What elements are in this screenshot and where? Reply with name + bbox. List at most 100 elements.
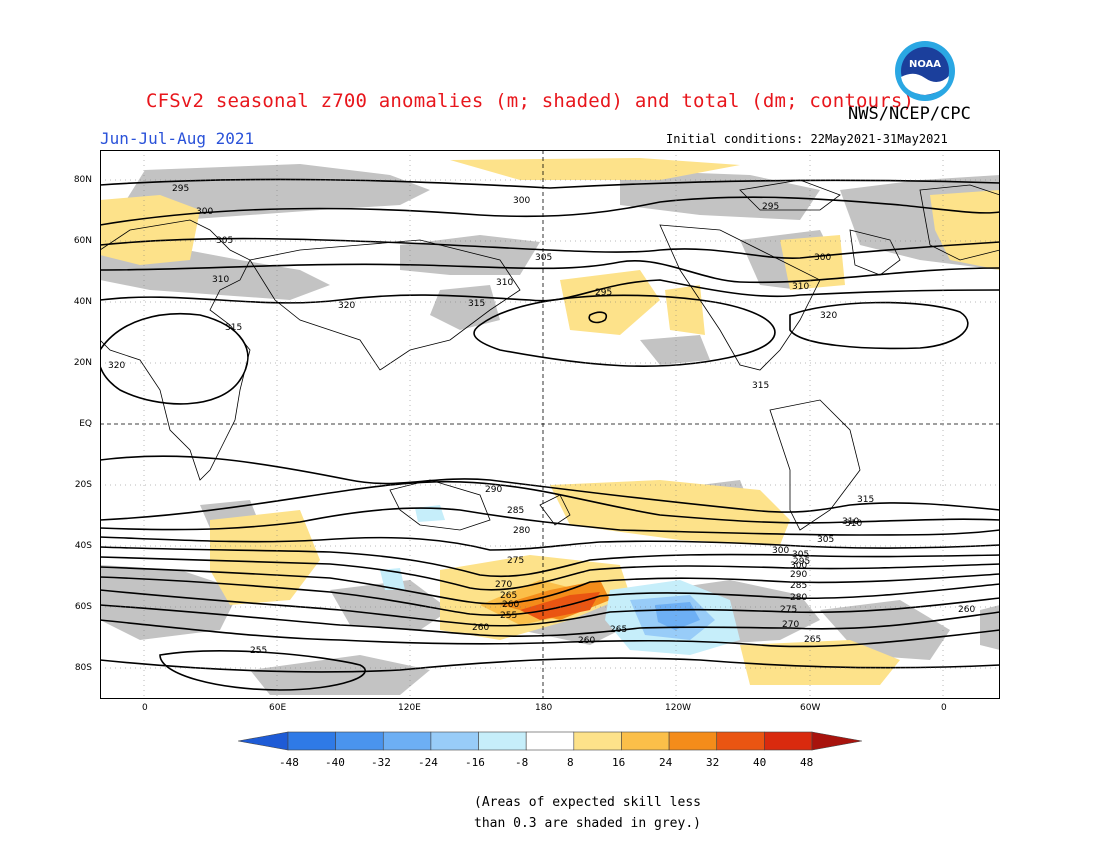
agency-label: NWS/NCEP/CPC [848,104,971,124]
contour-label: 310 [845,519,862,529]
contour-label: 305 [535,253,552,263]
contour-label: 295 [793,557,810,567]
contour-label: 315 [225,323,242,333]
contour-label: 300 [814,253,831,263]
lon-label: 120W [665,703,692,713]
lat-label: 20N [73,358,92,368]
contour-label: 280 [513,526,530,536]
contour-label: 285 [507,506,524,516]
contour-label: 295 [595,288,612,298]
colorbar-swatch [764,731,813,751]
lat-label: 80S [74,663,92,673]
lat-axis: 80N 60N 40N 20N EQ 20S 40S 60S 80S [66,150,98,699]
lat-label: 80N [73,175,92,185]
noaa-logo: NOAA [895,41,955,101]
colorbar-tick-label: 16 [612,756,626,769]
colorbar-swatch [287,731,336,751]
colorbar-tick-label: -16 [465,756,485,769]
lon-label: 0 [142,703,148,713]
logo-text: NOAA [909,59,941,70]
contour-label: 320 [820,311,837,321]
contour-label: 300 [772,546,789,556]
contour-label: 260 [502,600,519,610]
grid-lines [100,150,1000,699]
chart-title: CFSv2 seasonal z700 anomalies (m; shaded… [146,90,915,112]
season-label: Jun-Jul-Aug 2021 [100,129,255,148]
colorbar-swatch [573,731,622,751]
contour-label: 315 [468,299,485,309]
lon-label: 60W [800,703,821,713]
contour-label: 260 [472,623,489,633]
colorbar-swatch [237,731,289,751]
colorbar-tick-label: 48 [800,756,814,769]
contour-label: 290 [485,485,502,495]
lon-label: 120E [398,703,421,713]
contour-label: 295 [172,184,189,194]
colorbar-tick-label: -8 [515,756,529,769]
contour-label: 320 [108,361,125,371]
lat-label: 40N [73,297,92,307]
colorbar-swatch [716,731,765,751]
contour-label: 300 [790,561,807,571]
contour-label: 275 [780,605,797,615]
colorbar-tick-label: -40 [325,756,345,769]
contour-label: 315 [857,495,874,505]
lat-label: 60N [73,236,92,246]
contour-label: 255 [500,611,517,621]
colorbar-swatch [382,731,432,751]
lon-label: 60E [269,703,287,713]
footnote-line-1: (Areas of expected skill less [474,795,701,810]
contour-label: 310 [842,517,859,527]
contour-label: 310 [792,282,809,292]
colorbar-swatch [621,731,670,751]
contour-label: 270 [495,580,512,590]
contour-label: 315 [752,381,769,391]
skill-footnote: (Areas of expected skill less than 0.3 a… [474,792,701,834]
contour-label: 265 [804,635,821,645]
colorbar-labels: -48 -40 -32 -24 -16 -8 8 16 24 32 40 48 [238,756,862,772]
colorbar-swatches [237,731,863,751]
contour-label: 310 [496,278,513,288]
contour-label: 270 [782,620,799,630]
contour-label: 275 [507,556,524,566]
contour-label: 320 [338,301,355,311]
contour-label: 285 [790,581,807,591]
height-contours [100,178,1000,691]
colorbar-swatch [430,731,479,751]
lat-label: 60S [74,602,92,612]
contour-label: 300 [513,196,530,206]
colorbar-tick-label: 40 [753,756,767,769]
lat-label: EQ [79,419,92,429]
lat-label: 20S [74,480,92,490]
negative-anomaly-shading [380,505,740,655]
lat-label: 40S [74,541,92,551]
contour-label: 305 [216,236,233,246]
footnote-line-2: than 0.3 are shaded in grey.) [474,816,701,831]
lon-label: 180 [535,703,553,713]
colorbar-tick-label: -32 [371,756,391,769]
contour-label: 265 [500,591,517,601]
contour-label: 295 [762,202,779,212]
colorbar-swatch [668,731,718,751]
colorbar-swatch [811,731,863,751]
contour-label: 305 [792,550,809,560]
contour-label: 255 [250,646,267,656]
contour-label: 260 [578,636,595,646]
contour-label: 300 [196,207,213,217]
contour-label: 280 [790,593,807,603]
contour-label: 290 [790,570,807,580]
colorbar-tick-label: -48 [279,756,299,769]
positive-anomaly-shading [100,158,1000,685]
colorbar-tick-label: -24 [418,756,438,769]
contour-label: 310 [212,275,229,285]
colorbar-swatch [478,731,527,751]
colorbar-swatch [335,731,384,751]
contour-label: 305 [817,535,834,545]
colorbar-tick-label: 8 [567,756,574,769]
anomaly-map: 295 300 305 310 315 320 320 315 310 305 … [100,150,1000,699]
lon-axis: 0 60E 120E 180 120W 60W 0 [100,703,1000,717]
colorbar-tick-label: 32 [706,756,720,769]
colorbar: -48 -40 -32 -24 -16 -8 8 16 24 32 40 48 [237,730,863,772]
initial-conditions-label: Initial conditions: 22May2021-31May2021 [666,132,948,146]
colorbar-swatch [525,731,575,751]
